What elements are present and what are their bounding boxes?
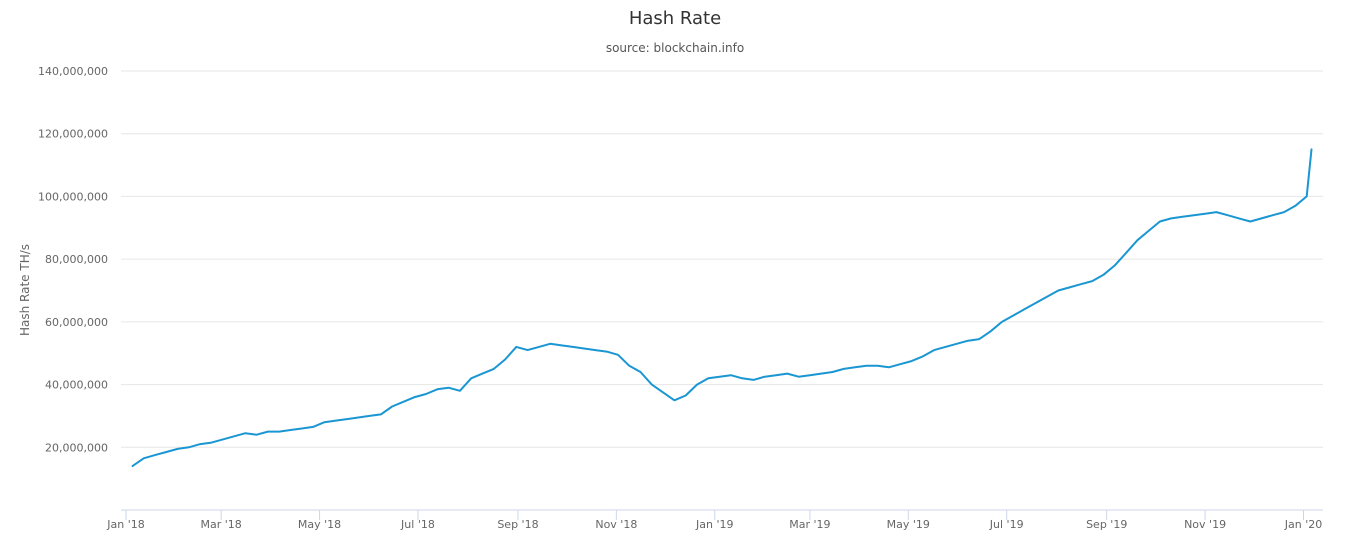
x-tick-label: Nov '19 <box>1184 518 1226 531</box>
x-tick-label: Jan '20 <box>1284 518 1322 531</box>
y-tick-label: 100,000,000 <box>38 190 108 203</box>
x-tick-label: Jan '19 <box>695 518 733 531</box>
x-tick-label: Mar '19 <box>789 518 830 531</box>
y-tick-label: 120,000,000 <box>38 128 108 141</box>
y-tick-label: 60,000,000 <box>45 316 108 329</box>
x-tick-label: May '18 <box>298 518 341 531</box>
y-tick-label: 20,000,000 <box>45 441 108 454</box>
x-tick-label: Jan '18 <box>106 518 144 531</box>
y-tick-label: 40,000,000 <box>45 379 108 392</box>
hash-rate-series-line[interactable] <box>131 148 1313 468</box>
x-tick-label: Sep '18 <box>497 518 538 531</box>
y-tick-label: 140,000,000 <box>38 65 108 78</box>
x-tick-label: Mar '18 <box>201 518 242 531</box>
x-tick-label: Nov '18 <box>595 518 637 531</box>
x-tick-label: Jul '19 <box>989 518 1024 531</box>
chart-title: Hash Rate <box>629 8 721 29</box>
chart-subtitle: source: blockchain.info <box>606 41 744 55</box>
x-axis-ticks: Jan '18 Mar '18 May '18 Jul '18 Sep '18 Nov '… <box>106 510 1322 531</box>
x-tick-label: May '19 <box>887 518 930 531</box>
y-axis-label: Hash Rate TH/s <box>18 244 32 336</box>
grid-lines <box>121 70 1323 448</box>
series-group <box>131 148 1313 468</box>
y-axis-ticks: 20,000,000 40,000,000 60,000,000 80,000,000… <box>38 65 108 454</box>
x-tick-label: Jul '18 <box>400 518 435 531</box>
y-tick-label: 80,000,000 <box>45 253 108 266</box>
x-tick-label: Sep '19 <box>1086 518 1127 531</box>
